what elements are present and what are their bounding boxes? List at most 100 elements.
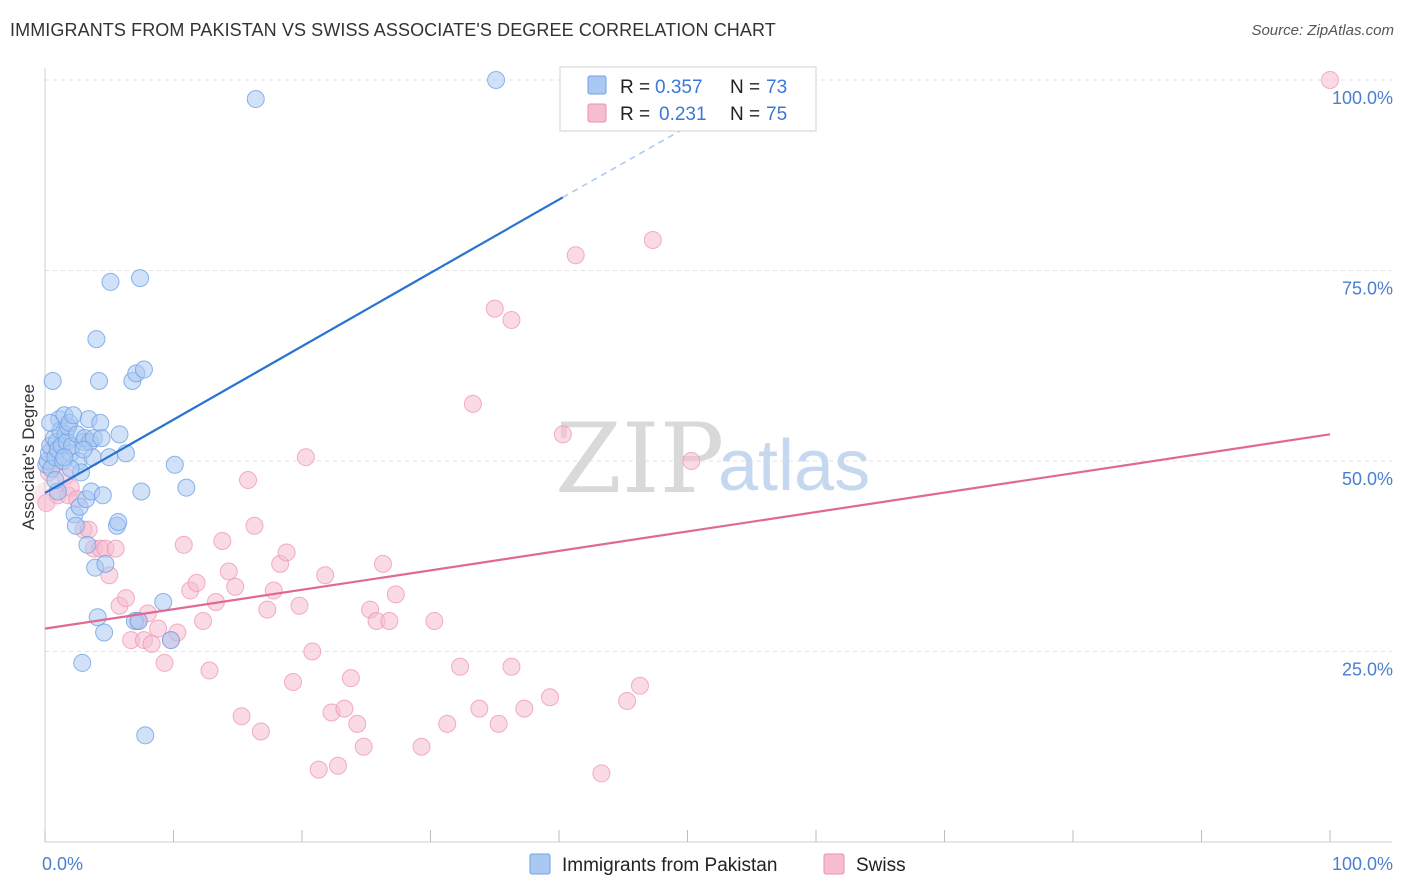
pakistan-point — [78, 535, 97, 554]
legend-r-value-pink: 0.231 — [659, 104, 707, 125]
swiss-point — [348, 714, 367, 733]
chart-title: IMMIGRANTS FROM PAKISTAN VS SWISS ASSOCI… — [10, 20, 776, 40]
pakistan-trend-extension — [562, 128, 683, 199]
legend-r-value-blue: 0.357 — [655, 77, 703, 98]
pakistan-point — [161, 631, 180, 650]
trend-lines — [44, 128, 1331, 630]
swiss-point — [174, 535, 193, 554]
swiss-point — [116, 589, 135, 608]
pakistan-point — [177, 478, 196, 497]
swiss-point — [309, 760, 328, 779]
x-tick-label: 100.0% — [1332, 854, 1393, 874]
pakistan-point — [95, 623, 114, 642]
gridlines — [45, 79, 1392, 652]
swiss-point — [264, 581, 283, 600]
series-legend: Immigrants from Pakistan Swiss — [529, 853, 906, 876]
swiss-point — [226, 577, 245, 596]
y-tick-label: 50.0% — [1342, 469, 1393, 489]
legend-n-value-pink: 75 — [766, 104, 787, 125]
pakistan-points — [37, 71, 506, 745]
pakistan-point — [92, 429, 111, 448]
correlation-legend: R = 0.357 N = 73 R = 0.231 N = 75 — [559, 66, 817, 132]
pakistan-point — [165, 455, 184, 474]
pakistan-point — [487, 71, 506, 89]
y-axis-label: Associate's Degree — [19, 384, 38, 530]
pakistan-point — [64, 406, 83, 425]
legend-n-value-blue: 73 — [766, 77, 787, 98]
swiss-point — [485, 299, 504, 318]
legend-r-label-pink: R = — [620, 104, 650, 125]
pakistan-point — [43, 371, 62, 390]
swiss-point — [451, 657, 470, 676]
swiss-point — [335, 699, 354, 718]
bottom-legend-swatch-pink — [823, 853, 845, 875]
swiss-point — [187, 573, 206, 592]
swiss-point — [213, 532, 232, 551]
swiss-point — [489, 714, 508, 733]
swiss-point — [303, 642, 322, 661]
pakistan-point — [136, 726, 155, 745]
swiss-point — [106, 539, 125, 558]
pakistan-trend-line — [44, 196, 564, 494]
pakistan-point — [96, 554, 115, 573]
swiss-point — [239, 471, 258, 490]
swiss-point — [1321, 71, 1339, 89]
pakistan-point — [74, 440, 93, 459]
swiss-point — [502, 657, 521, 676]
swiss-point — [643, 231, 662, 250]
pakistan-point — [154, 592, 173, 611]
legend-swatch-pink — [587, 103, 607, 123]
y-tick-label: 100.0% — [1332, 88, 1393, 108]
swiss-point — [251, 722, 270, 741]
swiss-point — [142, 634, 161, 653]
swiss-point — [438, 714, 457, 733]
pakistan-point — [41, 413, 60, 432]
y-tick-label: 75.0% — [1342, 279, 1393, 299]
swiss-point — [425, 612, 444, 631]
legend-n-label-blue: N = — [730, 77, 760, 98]
pakistan-point — [132, 482, 151, 501]
swiss-point — [284, 672, 303, 691]
swiss-point — [592, 764, 611, 783]
swiss-point — [258, 600, 277, 619]
legend-n-label-pink: N = — [730, 104, 760, 125]
watermark-atlas: atlas — [718, 426, 870, 506]
pakistan-point — [88, 608, 107, 627]
swiss-point — [553, 425, 572, 444]
x-tick-labels: 0.0% 100.0% — [42, 854, 1393, 874]
swiss-point — [277, 543, 296, 562]
swiss-point — [373, 554, 392, 573]
pakistan-point — [101, 272, 120, 291]
swiss-point — [618, 692, 637, 711]
pakistan-point — [129, 612, 148, 631]
swiss-point — [328, 756, 347, 775]
swiss-point — [386, 585, 405, 604]
pakistan-point — [87, 330, 106, 349]
legend-r-label-blue: R = — [620, 77, 650, 98]
bottom-legend-label-pink: Swiss — [856, 855, 906, 876]
swiss-point — [541, 688, 560, 707]
source-credit: Source: ZipAtlas.com — [1251, 22, 1394, 39]
swiss-point — [380, 612, 399, 631]
swiss-point — [566, 246, 585, 265]
pakistan-point — [109, 512, 128, 531]
swiss-point — [155, 653, 174, 672]
swiss-point — [630, 676, 649, 695]
y-tick-label: 25.0% — [1342, 660, 1393, 680]
y-tick-labels: 25.0% 50.0% 75.0% 100.0% — [1332, 88, 1393, 680]
swiss-point — [515, 699, 534, 718]
swiss-point — [219, 562, 238, 581]
x-tick-label: 0.0% — [42, 854, 83, 874]
bottom-legend-swatch-blue — [529, 853, 551, 875]
legend-swatch-blue — [587, 75, 607, 95]
swiss-point — [194, 612, 213, 631]
pakistan-point — [89, 371, 108, 390]
pakistan-point — [55, 448, 74, 467]
pakistan-point — [246, 90, 265, 109]
watermark: ZIP atlas — [555, 403, 870, 515]
swiss-point — [316, 566, 335, 585]
swiss-point — [296, 448, 315, 467]
swiss-point — [200, 661, 219, 680]
swiss-point — [412, 737, 431, 756]
